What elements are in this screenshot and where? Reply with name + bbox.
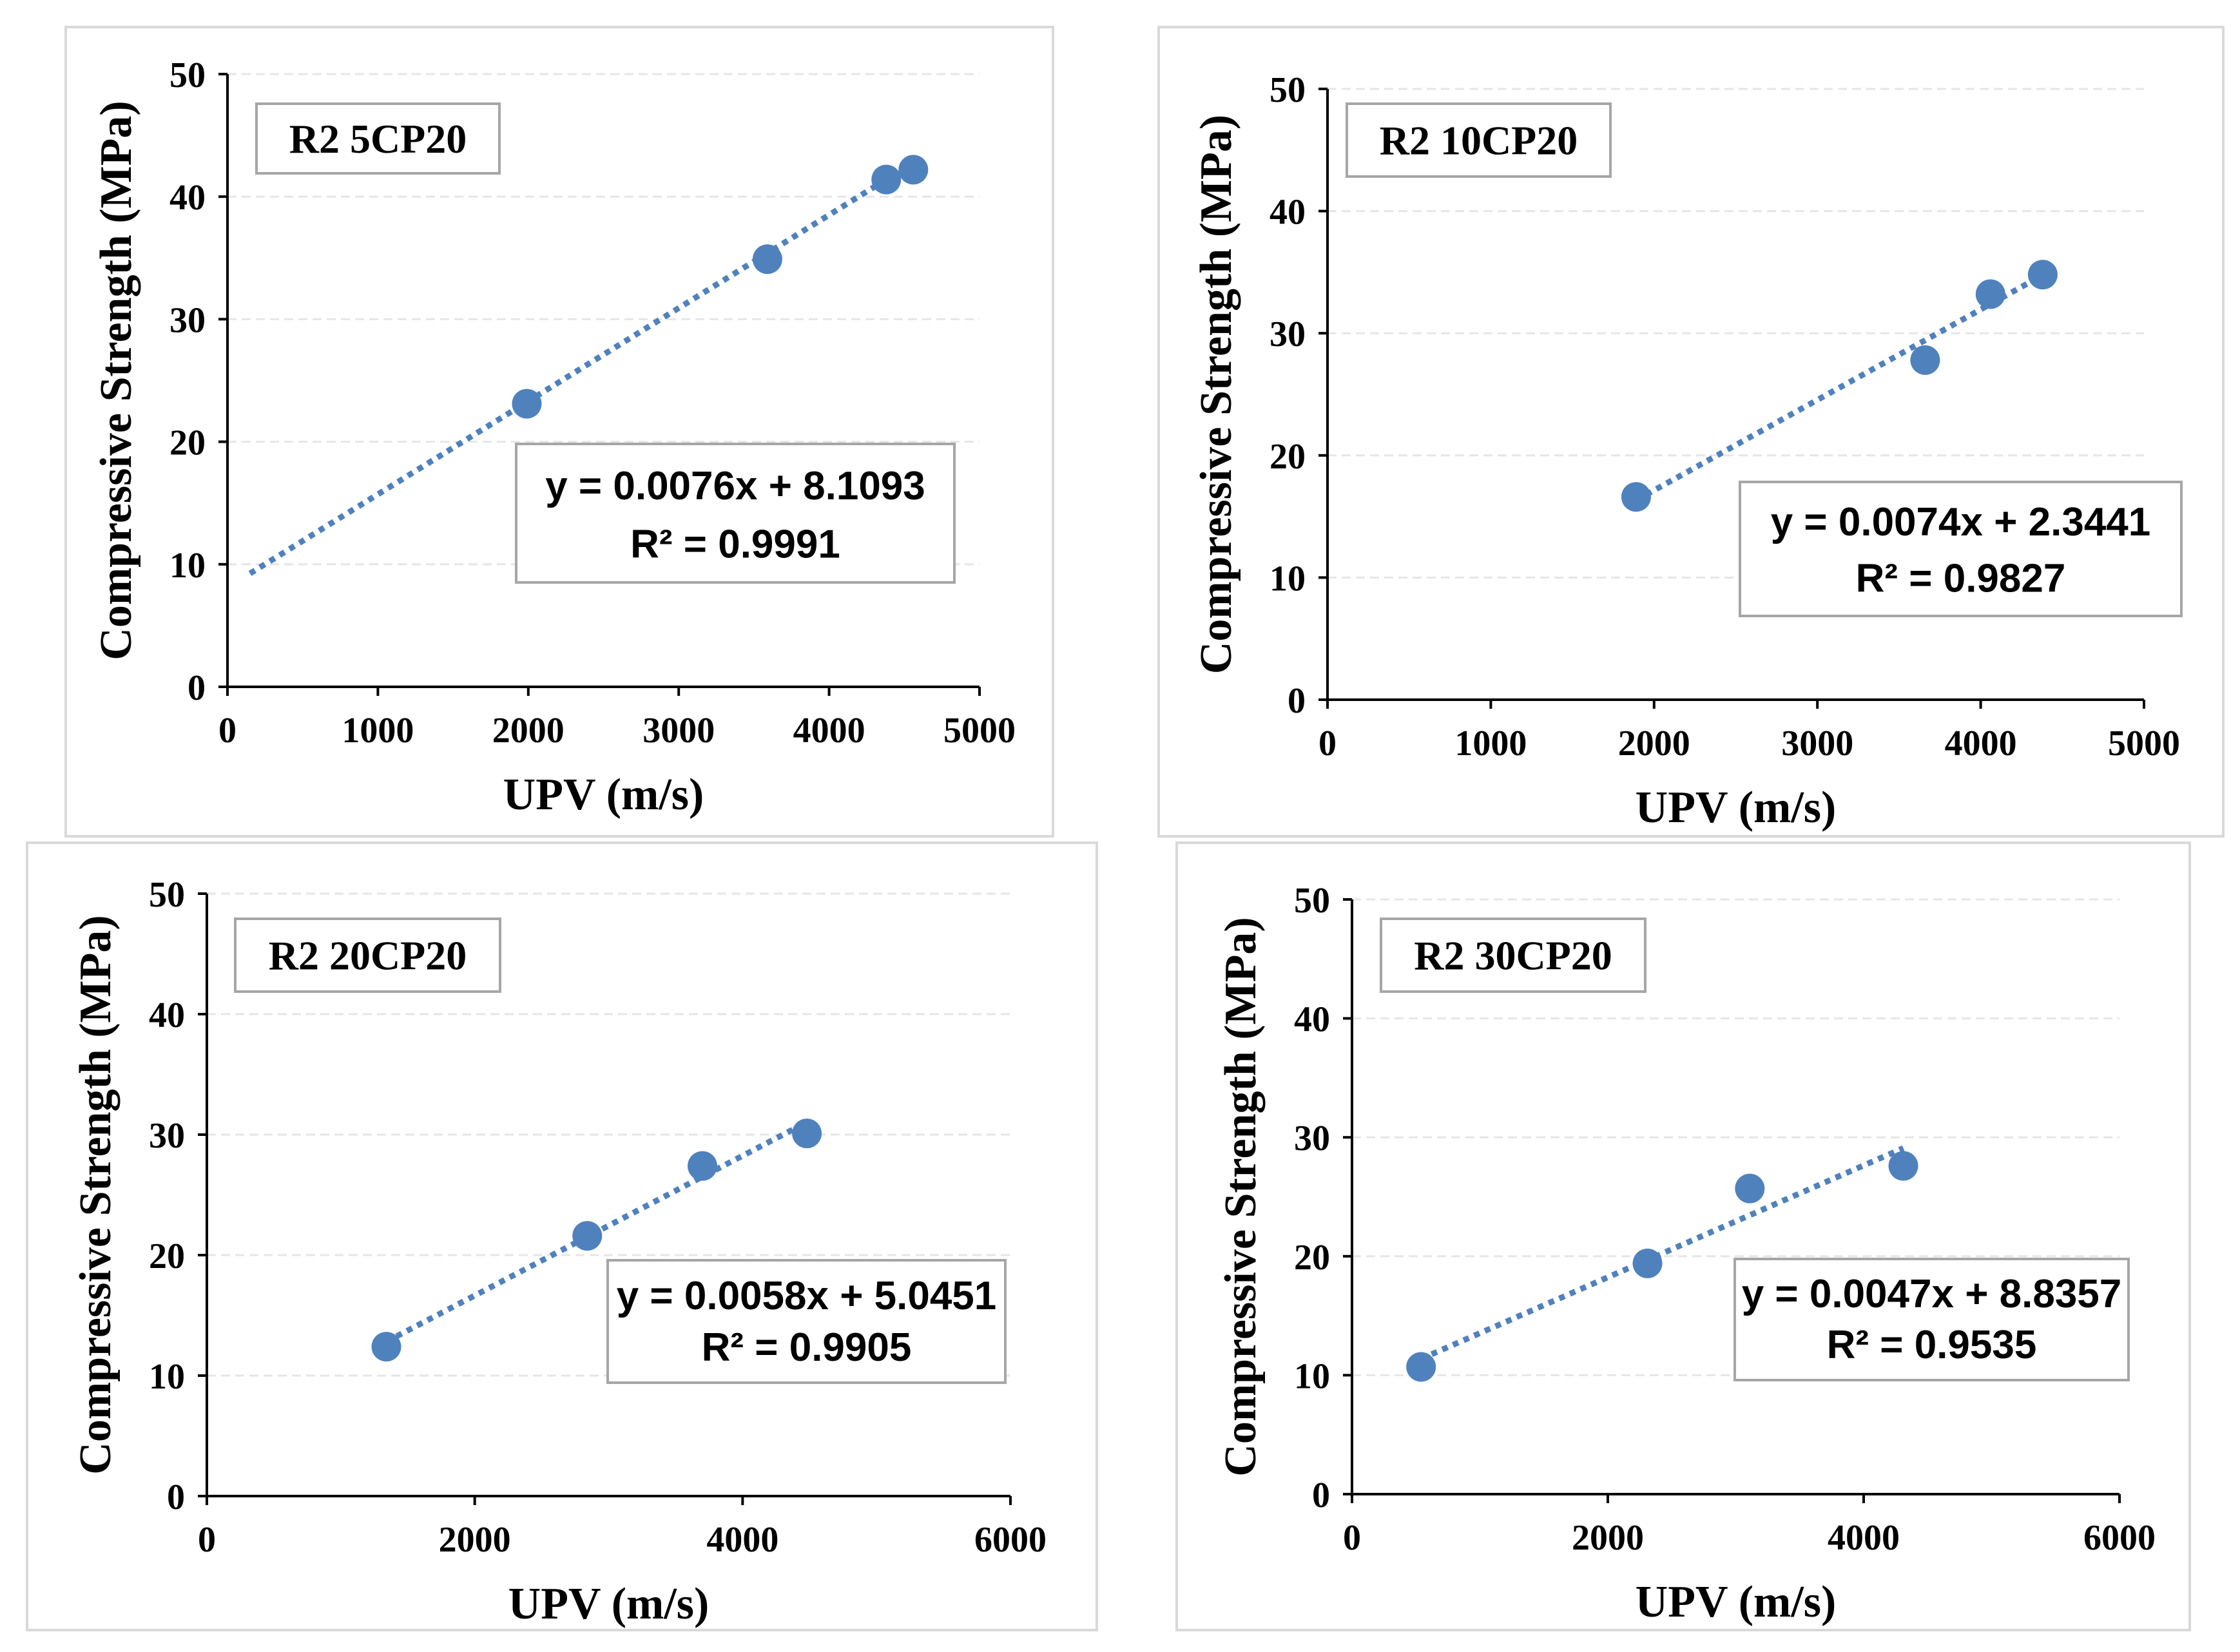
x-tick-label: 3000 xyxy=(1781,724,1853,764)
data-point xyxy=(1910,345,1940,375)
data-point xyxy=(1975,279,2005,309)
chart-panel-3: 0 10 20 30 40 50 0 2000 4000 6000 UPV (m/s) Compres… xyxy=(26,841,1098,1631)
data-point xyxy=(1621,482,1651,512)
y-tick-label: 30 xyxy=(1294,1119,1330,1158)
trendline-equation: y = 0.0074x + 2.3441 xyxy=(1771,500,2151,544)
y-axis-title: Compressive Strength (MPa) xyxy=(71,915,121,1474)
y-tick-label: 20 xyxy=(169,423,206,463)
y-tick-label: 30 xyxy=(169,300,206,340)
x-tick-label: 2000 xyxy=(1572,1518,1644,1558)
data-point xyxy=(371,1332,401,1362)
data-point xyxy=(2027,260,2058,290)
x-tick-label: 6000 xyxy=(974,1520,1047,1560)
chart-panel-1: 0 10 20 30 40 50 0 1000 2000 3000 4000 5000 UPV (m/s… xyxy=(64,26,1054,838)
y-tick-label: 50 xyxy=(149,875,185,915)
x-tick-label: 2000 xyxy=(1618,724,1690,764)
chart-title-box xyxy=(255,102,501,175)
y-tick-label: 40 xyxy=(1294,1000,1330,1040)
r-squared-value: R² = 0.9991 xyxy=(630,522,840,566)
y-tick-label: 10 xyxy=(169,546,206,586)
data-point xyxy=(572,1221,603,1251)
data-point xyxy=(1406,1352,1436,1382)
x-tick-label: 0 xyxy=(1318,724,1337,764)
r-squared-value: R² = 0.9535 xyxy=(1827,1323,2037,1367)
x-tick-label: 4000 xyxy=(706,1520,778,1560)
y-tick-label: 10 xyxy=(1270,559,1306,599)
x-tick-label: 1000 xyxy=(342,711,414,751)
y-tick-label: 40 xyxy=(169,178,206,218)
chart-panel-2: 0 10 20 30 40 50 0 1000 2000 3000 4000 5000 UPV (m/s… xyxy=(1157,26,2225,838)
data-point xyxy=(792,1119,822,1149)
x-axis-title: UPV (m/s) xyxy=(503,770,704,820)
data-point xyxy=(871,164,902,195)
x-tick-label: 4000 xyxy=(1945,724,2017,764)
y-tick-label: 10 xyxy=(1294,1356,1330,1396)
x-tick-label: 0 xyxy=(198,1520,216,1560)
x-axis-title: UPV (m/s) xyxy=(1636,783,1837,832)
data-point xyxy=(1632,1248,1663,1278)
y-tick-label: 20 xyxy=(1294,1238,1330,1278)
y-axis-title: Compressive Strength (MPa) xyxy=(1216,917,1266,1476)
r-squared-value: R² = 0.9905 xyxy=(702,1325,912,1370)
chart-title: R2 5CP20 xyxy=(289,116,467,162)
x-tick-label: 5000 xyxy=(2108,724,2180,764)
y-tick-label: 0 xyxy=(188,668,206,708)
y-tick-label: 0 xyxy=(167,1477,185,1517)
chart-2: 0 10 20 30 40 50 0 1000 2000 3000 4000 5000 UPV (m/s… xyxy=(1192,70,2183,832)
y-tick-label: 40 xyxy=(149,995,185,1035)
x-tick-label: 4000 xyxy=(793,711,865,751)
trendline-equation: y = 0.0058x + 5.0451 xyxy=(617,1274,997,1318)
y-tick-label: 50 xyxy=(169,55,206,95)
y-tick-label: 10 xyxy=(149,1357,185,1397)
data-point xyxy=(752,244,782,274)
x-tick-label: 2000 xyxy=(439,1520,511,1560)
y-axis-title: Compressive Strength (MPa) xyxy=(92,101,141,660)
chart-title-box xyxy=(1380,917,1646,993)
y-tick-label: 0 xyxy=(1288,681,1306,721)
data-point xyxy=(898,155,929,185)
data-point xyxy=(1735,1173,1765,1204)
trendline xyxy=(248,168,903,576)
y-tick-label: 50 xyxy=(1294,881,1330,921)
equation-box xyxy=(1733,1258,2130,1381)
data-point xyxy=(512,389,542,419)
chart-title-box xyxy=(234,917,501,993)
equation-box xyxy=(1739,481,2183,617)
chart-3: 0 10 20 30 40 50 0 2000 4000 6000 UPV (m/s) Compres… xyxy=(71,875,1047,1629)
y-tick-label: 20 xyxy=(1270,437,1306,477)
chart-title: R2 20CP20 xyxy=(269,933,467,979)
x-tick-label: 0 xyxy=(1343,1518,1361,1558)
x-tick-label: 4000 xyxy=(1828,1518,1900,1558)
trendline xyxy=(1634,273,2045,503)
x-tick-label: 1000 xyxy=(1454,724,1527,764)
chart-panel-4: 0 10 20 30 40 50 0 2000 4000 6000 UPV (m/s) Compres… xyxy=(1175,841,2191,1631)
x-tick-label: 0 xyxy=(218,711,237,751)
trendline-equation: y = 0.0076x + 8.1093 xyxy=(545,464,925,508)
data-point xyxy=(687,1151,717,1181)
chart-title: R2 10CP20 xyxy=(1380,118,1578,164)
trendline-equation: y = 0.0047x + 8.8357 xyxy=(1742,1272,2122,1316)
data-point xyxy=(1888,1151,1918,1181)
x-tick-label: 2000 xyxy=(492,711,565,751)
y-tick-label: 20 xyxy=(149,1236,185,1276)
y-tick-label: 30 xyxy=(149,1116,185,1156)
x-tick-label: 6000 xyxy=(2083,1518,2156,1558)
chart-title-box xyxy=(1346,102,1612,178)
x-tick-label: 3000 xyxy=(642,711,715,751)
chart-title: R2 30CP20 xyxy=(1414,933,1612,979)
x-axis-title: UPV (m/s) xyxy=(508,1579,710,1629)
y-axis-title: Compressive Strength (MPa) xyxy=(1192,115,1241,674)
y-tick-label: 50 xyxy=(1270,70,1306,110)
x-axis-title: UPV (m/s) xyxy=(1636,1577,1837,1627)
chart-1: 0 10 20 30 40 50 0 1000 2000 3000 4000 5000 UPV (m/s… xyxy=(92,55,1016,820)
y-tick-label: 40 xyxy=(1270,193,1306,233)
y-tick-label: 30 xyxy=(1270,314,1306,354)
y-tick-label: 0 xyxy=(1312,1475,1330,1515)
chart-4: 0 10 20 30 40 50 0 2000 4000 6000 UPV (m/s) Compres… xyxy=(1216,881,2156,1627)
x-tick-label: 5000 xyxy=(943,711,1016,751)
equation-box xyxy=(606,1259,1007,1384)
equation-box xyxy=(515,443,956,584)
r-squared-value: R² = 0.9827 xyxy=(1856,557,2066,601)
